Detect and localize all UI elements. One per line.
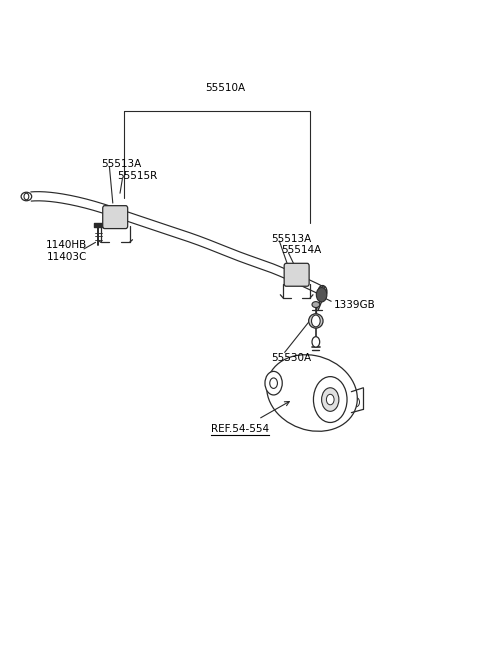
Text: 55515R: 55515R	[118, 171, 158, 181]
Circle shape	[265, 371, 282, 395]
Ellipse shape	[21, 193, 32, 201]
Circle shape	[312, 315, 320, 327]
Ellipse shape	[309, 314, 323, 328]
Ellipse shape	[312, 301, 320, 308]
Text: 11403C: 11403C	[47, 252, 87, 262]
Circle shape	[316, 288, 327, 302]
Circle shape	[318, 286, 327, 297]
Text: 55513A: 55513A	[101, 159, 141, 169]
Text: 1140HB: 1140HB	[46, 240, 87, 250]
Circle shape	[326, 394, 334, 405]
Circle shape	[353, 398, 360, 407]
FancyBboxPatch shape	[284, 263, 309, 286]
Text: 55514A: 55514A	[281, 246, 321, 255]
Circle shape	[24, 193, 29, 200]
Circle shape	[312, 337, 320, 347]
Circle shape	[270, 378, 277, 388]
Text: 55530A: 55530A	[271, 353, 312, 364]
Text: 1339GB: 1339GB	[334, 299, 375, 310]
Text: REF.54-554: REF.54-554	[211, 424, 269, 434]
Text: 55513A: 55513A	[271, 234, 312, 244]
Circle shape	[313, 377, 347, 422]
Ellipse shape	[267, 355, 357, 431]
Text: 55510A: 55510A	[205, 83, 246, 93]
FancyBboxPatch shape	[103, 206, 128, 229]
Circle shape	[322, 388, 339, 411]
